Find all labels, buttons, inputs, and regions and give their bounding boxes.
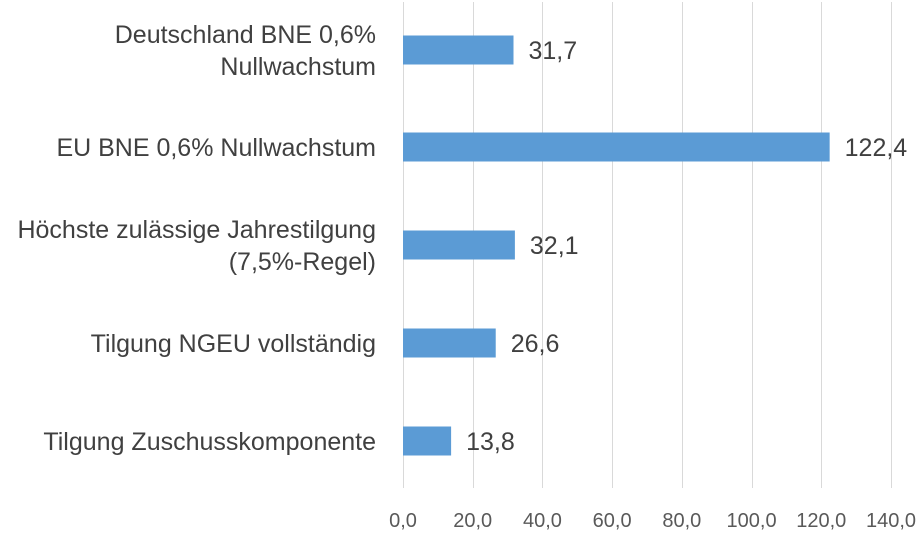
gridlines [403,2,892,488]
x-tick-label: 60,0 [593,510,632,532]
x-tick-label: 140,0 [866,510,916,532]
category-label: Deutschland BNE 0,6% [115,21,376,49]
category-labels: Deutschland BNE 0,6% Nullwachstum EU BNE 0… [17,21,376,456]
x-tick-label: 100,0 [727,510,777,532]
data-label: 26,6 [511,330,560,358]
category-label: Tilgung Zuschusskomponente [43,428,376,456]
bar [403,426,452,456]
category-label: (7,5%-Regel) [229,248,376,276]
category-label: Höchste zulässige Jahrestilgung [17,216,376,244]
category-label: Tilgung NGEU vollständig [91,330,376,358]
bar [403,35,514,65]
x-tick-label: 40,0 [523,510,562,532]
x-tick-label: 120,0 [796,510,846,532]
category-label: EU BNE 0,6% Nullwachstum [56,134,376,162]
bars [403,35,830,456]
data-label: 32,1 [530,232,579,260]
x-tick-label: 80,0 [662,510,701,532]
bar [403,328,496,358]
bar [403,230,515,260]
x-tick-label: 0,0 [389,510,417,532]
bar [403,132,830,162]
data-label: 31,7 [528,37,577,65]
data-label: 122,4 [845,134,908,162]
x-tick-label: 20,0 [453,510,492,532]
value-labels: 31,7 122,4 32,1 26,6 13,8 [466,37,907,456]
category-label: Nullwachstum [220,53,376,81]
data-label: 13,8 [466,428,515,456]
x-axis-tick-labels: 0,0 20,0 40,0 60,0 80,0 100,0 120,0 140,0 [389,510,916,532]
